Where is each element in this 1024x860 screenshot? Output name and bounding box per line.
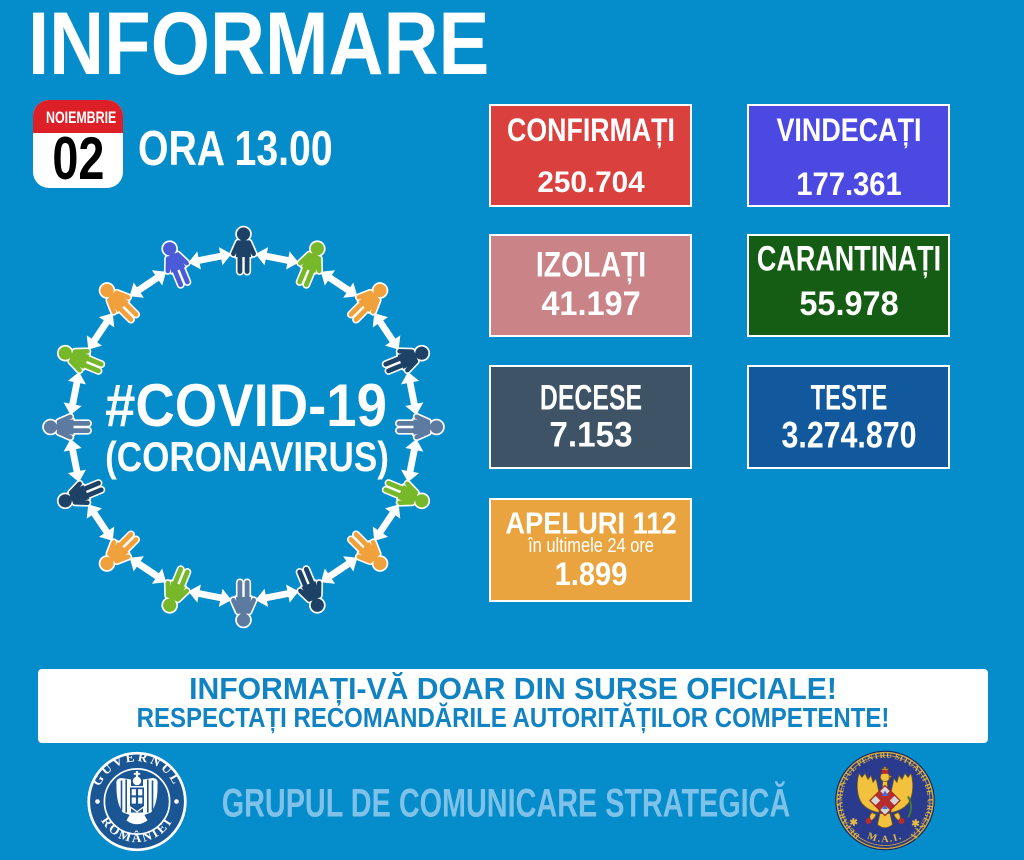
svg-text:#COVID-19: #COVID-19 [105, 373, 387, 440]
svg-text:(CORONAVIRUS): (CORONAVIRUS) [105, 434, 389, 481]
